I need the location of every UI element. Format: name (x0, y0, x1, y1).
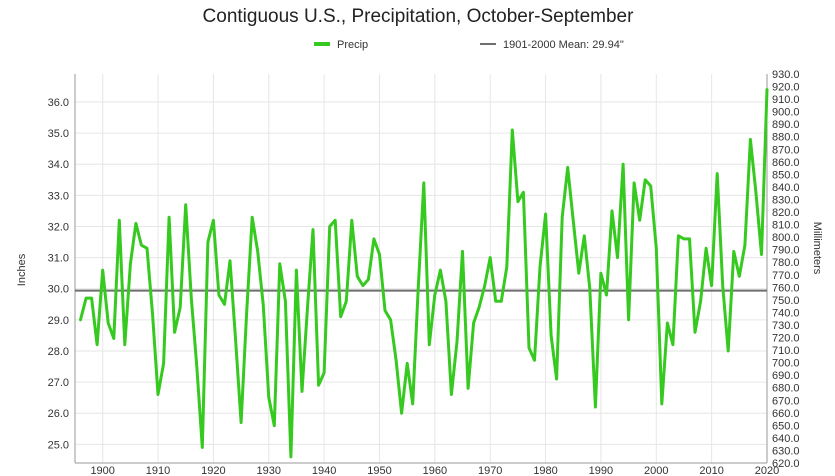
y-right-tick-label: 760.0 (772, 282, 800, 294)
y-right-tick-label: 790.0 (772, 245, 800, 257)
y-right-tick-label: 820.0 (772, 207, 800, 219)
y-right-tick-label: 660.0 (772, 408, 800, 420)
y-tick-label: 26.0 (48, 408, 69, 420)
x-tick-labels: 1900 1910 1920 1930 1940 1950 1960 1970 1980 1990… (90, 465, 779, 476)
y-tick-label: 36.0 (48, 97, 69, 109)
y-right-tick-label: 700.0 (772, 358, 800, 370)
x-tick-label: 1930 (257, 465, 281, 476)
axes (74, 74, 768, 464)
y-tick-label: 28.0 (48, 346, 69, 358)
y-right-tick-label: 650.0 (772, 420, 800, 432)
y-right-tick-label: 740.0 (772, 307, 800, 319)
y-right-tick-label: 640.0 (772, 433, 800, 445)
y-right-tick-label: 870.0 (772, 144, 800, 156)
y-right-tick-label: 730.0 (772, 320, 800, 332)
chart-title: Contiguous U.S., Precipitation, October-… (203, 6, 635, 27)
y-right-tick-label: 720.0 (772, 333, 800, 345)
y-right-tick-label: 830.0 (772, 194, 800, 206)
y-right-tick-label: 810.0 (772, 220, 800, 232)
legend-mean-label: 1901-2000 Mean: 29.94" (503, 39, 624, 51)
y-right-tick-label: 930.0 (772, 69, 800, 81)
y-tick-label: 27.0 (48, 377, 69, 389)
x-tick-label: 1960 (423, 465, 447, 476)
y-right-tick-label: 890.0 (772, 119, 800, 131)
x-tick-label: 2020 (755, 465, 779, 476)
y-right-tick-label: 750.0 (772, 295, 800, 307)
y-tick-label: 34.0 (48, 159, 69, 171)
y-tick-label: 25.0 (48, 439, 69, 451)
x-tick-label: 2000 (644, 465, 668, 476)
y-right-tick-label: 840.0 (772, 182, 800, 194)
y-axis-label-right: Millimeters (811, 222, 823, 275)
y-right-tick-label: 710.0 (772, 345, 800, 357)
x-tick-label: 1950 (367, 465, 391, 476)
y-tick-label: 29.0 (48, 315, 69, 327)
y-left-tick-labels: 25.0 26.0 27.0 28.0 29.0 30.0 31.0 32.0 33.0 34.0… (48, 97, 69, 451)
y-right-tick-label: 630.0 (772, 445, 800, 457)
x-tick-label: 1940 (312, 465, 336, 476)
x-tick-label: 1970 (478, 465, 502, 476)
y-right-tick-label: 860.0 (772, 157, 800, 169)
y-right-tick-label: 690.0 (772, 370, 800, 382)
x-tick-label: 1990 (589, 465, 613, 476)
x-tick-label: 1920 (201, 465, 225, 476)
x-tick-label: 2010 (699, 465, 723, 476)
legend: Precip 1901-2000 Mean: 29.94" (314, 39, 624, 51)
x-tick-label: 1900 (90, 465, 114, 476)
y-right-tick-label: 680.0 (772, 383, 800, 395)
y-tick-label: 30.0 (48, 284, 69, 296)
grid (75, 74, 768, 463)
y-right-tick-label: 670.0 (772, 395, 800, 407)
x-tick-label: 1910 (146, 465, 170, 476)
y-right-tick-label: 920.0 (772, 82, 800, 94)
y-right-tick-label: 780.0 (772, 257, 800, 269)
y-right-tick-label: 800.0 (772, 232, 800, 244)
y-axis-label-left: Inches (16, 253, 28, 286)
y-right-tick-label: 770.0 (772, 270, 800, 282)
y-right-tick-labels: 620.0630.0640.0650.0660.0670.0680.0690.0… (772, 69, 800, 470)
y-tick-label: 35.0 (48, 128, 69, 140)
y-right-tick-label: 900.0 (772, 107, 800, 119)
y-right-tick-label: 620.0 (772, 458, 800, 470)
y-tick-label: 32.0 (48, 221, 69, 233)
y-right-tick-label: 910.0 (772, 94, 800, 106)
y-tick-label: 33.0 (48, 190, 69, 202)
y-tick-label: 31.0 (48, 253, 69, 265)
x-tick-label: 1980 (533, 465, 557, 476)
y-right-tick-label: 880.0 (772, 132, 800, 144)
y-right-tick-label: 850.0 (772, 169, 800, 181)
precip-series-line (79, 88, 769, 459)
legend-precip-label: Precip (337, 39, 368, 51)
